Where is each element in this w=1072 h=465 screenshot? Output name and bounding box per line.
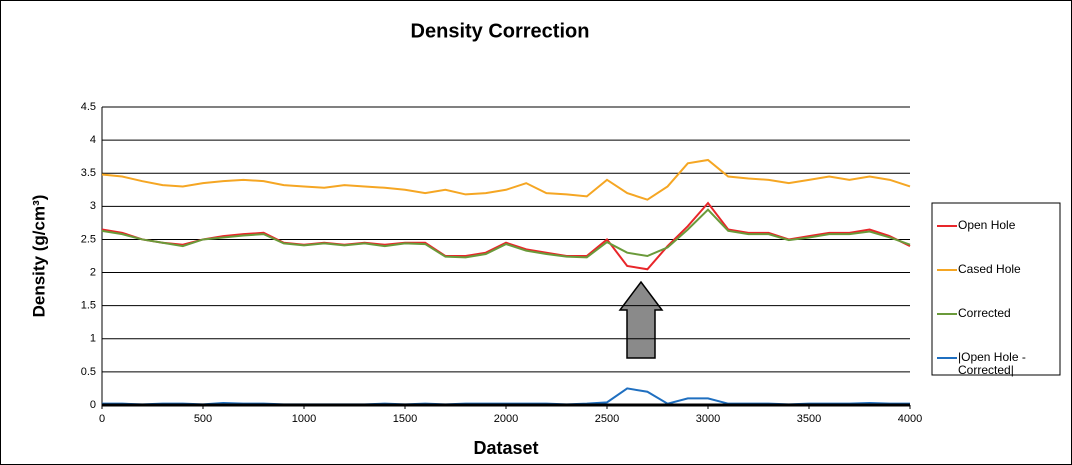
y-tick-label: 4 bbox=[90, 134, 96, 146]
x-tick-label: 2000 bbox=[494, 413, 518, 425]
y-axis-label: Density (g/cm³) bbox=[29, 195, 48, 318]
y-tick-label: 2.5 bbox=[81, 233, 96, 245]
legend-label: Cased Hole bbox=[958, 262, 1021, 276]
x-tick-label: 4000 bbox=[898, 413, 922, 425]
x-tick-label: 3500 bbox=[797, 413, 821, 425]
y-tick-label: 4.5 bbox=[81, 101, 96, 113]
x-tick-label: 1500 bbox=[393, 413, 417, 425]
x-tick-label: 1000 bbox=[292, 413, 316, 425]
legend-label: Corrected bbox=[958, 306, 1011, 320]
chart-title: Density Correction bbox=[411, 20, 590, 42]
x-tick-label: 0 bbox=[99, 413, 105, 425]
y-tick-label: 0.5 bbox=[81, 366, 96, 378]
y-tick-label: 3.5 bbox=[81, 167, 96, 179]
legend-label: |Open Hole -Corrected| bbox=[958, 350, 1026, 377]
y-tick-label: 2 bbox=[90, 266, 96, 278]
y-tick-label: 1 bbox=[90, 333, 96, 345]
legend bbox=[931, 202, 1061, 376]
x-axis-label: Dataset bbox=[473, 438, 538, 458]
y-tick-label: 1.5 bbox=[81, 300, 96, 312]
series-line bbox=[101, 201, 911, 271]
y-tick-label: 3 bbox=[90, 200, 96, 212]
series-line bbox=[101, 208, 911, 259]
series-line bbox=[101, 158, 911, 201]
x-tick-label: 3000 bbox=[696, 413, 720, 425]
x-tick-label: 500 bbox=[194, 413, 212, 425]
x-tick-label: 2500 bbox=[595, 413, 619, 425]
legend-label: Open Hole bbox=[958, 218, 1016, 232]
y-tick-label: 0 bbox=[90, 399, 96, 411]
